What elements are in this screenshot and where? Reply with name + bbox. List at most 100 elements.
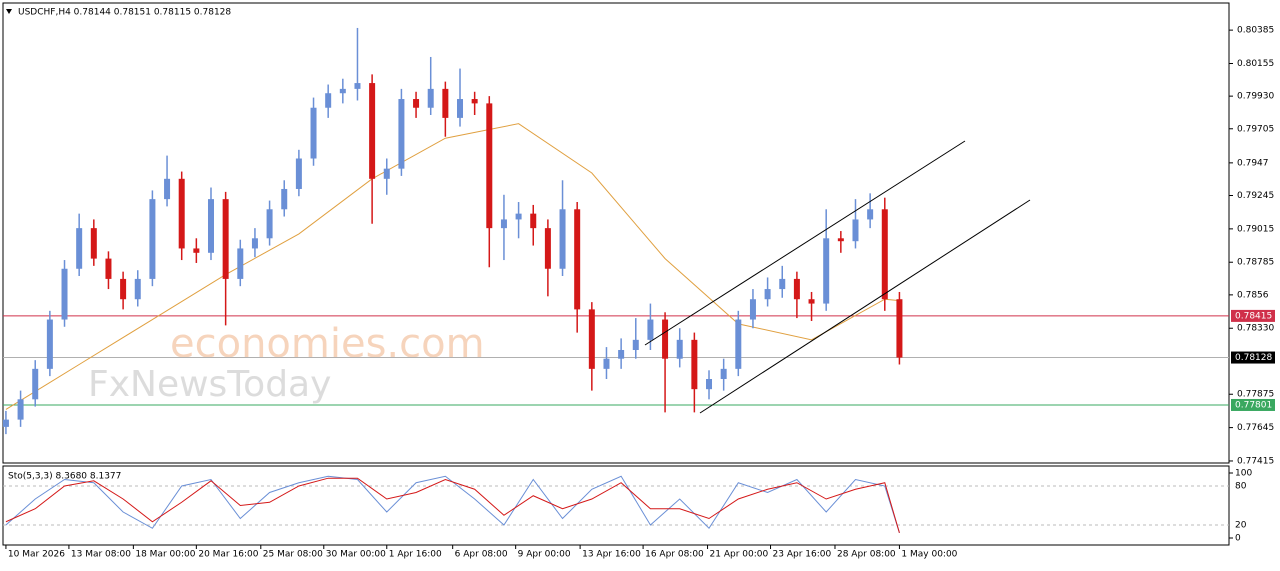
candle-body: [823, 238, 830, 304]
candle-body: [867, 209, 874, 220]
candle-body: [2, 419, 9, 427]
candle-body: [588, 309, 595, 369]
candle-body: [413, 99, 420, 108]
x-tick-label: 23 Apr 16:00: [773, 550, 832, 560]
candle-body: [662, 319, 669, 359]
candle-body: [720, 368, 727, 380]
x-tick-label: 1 May 00:00: [901, 550, 957, 560]
candle-body: [457, 99, 464, 118]
candle-body: [46, 319, 53, 369]
candle-body: [896, 299, 903, 358]
candle-body: [354, 83, 361, 89]
y-tick-label: 0.77415: [1237, 456, 1274, 466]
candle-body: [881, 209, 888, 300]
candle-body: [17, 399, 24, 420]
candle-body: [442, 88, 449, 118]
candle-body: [105, 258, 112, 279]
x-tick-label: 1 Apr 16:00: [389, 550, 442, 560]
candle-body: [120, 278, 127, 300]
candle-body: [427, 88, 434, 108]
candle-body: [808, 299, 815, 304]
x-tick-label: 30 Mar 00:00: [326, 550, 386, 560]
candle-body: [281, 188, 288, 210]
x-tick-label: 18 Mar 00:00: [135, 550, 195, 560]
level-tag: [1231, 351, 1275, 364]
candle-body: [61, 268, 68, 320]
candle-body: [749, 299, 756, 320]
candle-body: [398, 99, 405, 169]
y-tick-label: 0.79015: [1237, 224, 1274, 234]
x-tick-label: 25 Mar 08:00: [263, 550, 323, 560]
x-tick-label: 13 Apr 16:00: [582, 550, 641, 560]
x-tick-label: 20 Mar 16:00: [198, 550, 258, 560]
candle-body: [222, 199, 229, 279]
y-tick-label: 0.77645: [1237, 423, 1274, 433]
stoch-panel: [2, 465, 1230, 546]
level-label: 0.78415: [1235, 311, 1272, 321]
y-tick-label: 0.79705: [1237, 124, 1274, 134]
stoch-title: Sto(5,3,3) 8.3680 8.1377: [8, 472, 121, 482]
candle-body: [76, 228, 83, 269]
x-tick-label: 16 Apr 08:00: [645, 550, 704, 560]
y-tick-label: 0.7856: [1237, 290, 1269, 300]
candle-body: [559, 209, 566, 269]
level-tag: [1231, 398, 1275, 411]
y-tick-label: 0.80155: [1237, 59, 1274, 69]
channel-lower: [699, 199, 1031, 414]
candle-body: [500, 219, 507, 229]
candle-body: [618, 349, 625, 359]
level-label: 0.77801: [1235, 400, 1272, 410]
candle-body: [193, 248, 200, 253]
candle-body: [735, 319, 742, 369]
y-tick-label: 0.77875: [1237, 390, 1274, 400]
candle-body: [515, 213, 522, 220]
candle-body: [544, 228, 551, 269]
candle-body: [134, 278, 141, 300]
watermark: economies.com: [170, 321, 485, 367]
candle-body: [706, 379, 713, 390]
stoch-line: [5, 477, 900, 533]
main-panel: [2, 2, 1230, 464]
candle-body: [471, 99, 478, 104]
candle-body: [764, 289, 771, 300]
level-tag: [1231, 309, 1275, 322]
candle-body: [837, 238, 844, 242]
candle-body: [852, 219, 859, 242]
menu-arrow[interactable]: [6, 9, 12, 14]
stoch-tick-label: 100: [1235, 469, 1252, 479]
candle-body: [383, 168, 390, 179]
stoch-tick-label: 20: [1235, 521, 1247, 531]
candle-body: [632, 339, 639, 350]
channel-upper: [644, 140, 966, 346]
watermark: FxNewsToday: [88, 364, 331, 405]
candle-body: [325, 93, 332, 108]
candle-body: [90, 228, 97, 259]
stoch-tick-label: 0: [1235, 534, 1241, 544]
x-tick-label: 9 Apr 00:00: [518, 550, 571, 560]
candle-body: [647, 319, 654, 340]
candle-body: [178, 178, 185, 249]
candle-body: [310, 107, 317, 159]
x-tick-label: 6 Apr 08:00: [455, 550, 508, 560]
candle-body: [149, 199, 156, 279]
candle-body: [691, 339, 698, 390]
x-tick-label: 10 Mar 2026: [8, 550, 65, 560]
candle-body: [251, 238, 258, 249]
candle-body: [486, 103, 493, 229]
candle-body: [266, 209, 273, 239]
candle-body: [237, 248, 244, 279]
candle-body: [530, 213, 537, 229]
chart-title: USDCHF,H4 0.78144 0.78151 0.78115 0.7812…: [18, 8, 231, 18]
y-tick-label: 0.80385: [1237, 26, 1274, 36]
x-tick-label: 13 Mar 08:00: [71, 550, 131, 560]
plot: [2, 27, 1233, 549]
candle-body: [676, 339, 683, 359]
y-tick-label: 0.79245: [1237, 191, 1274, 201]
x-tick-label: 28 Apr 08:00: [837, 550, 896, 560]
candle-body: [369, 83, 376, 179]
y-tick-label: 0.78785: [1237, 258, 1274, 268]
candle-body: [574, 209, 581, 310]
candle-body: [207, 199, 214, 253]
candle-body: [32, 368, 39, 400]
